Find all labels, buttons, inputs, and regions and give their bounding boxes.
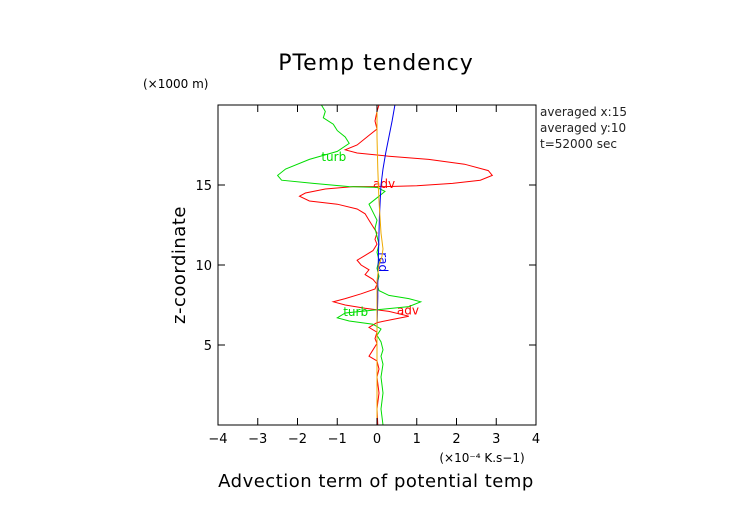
y-scale-label: (×1000 m): [143, 77, 208, 91]
adv-series-label: adv: [397, 304, 419, 318]
series-3-line: [376, 105, 384, 425]
x-tick-label: −2: [288, 432, 307, 447]
turb-series-label: turb: [343, 305, 368, 319]
adv-series-label: adv: [373, 177, 395, 191]
x-tick-label: 2: [452, 432, 460, 447]
y-axis-label: z-coordinate: [169, 206, 190, 324]
plot-frame: [217, 104, 537, 426]
x-tick-label: 3: [492, 432, 500, 447]
info-line-averaged-y: averaged y:10: [540, 121, 626, 135]
info-line-averaged-x: averaged x:15: [540, 105, 627, 119]
info-line-time: t=52000 sec: [540, 137, 617, 151]
x-scale-label: (×10⁻⁴ K.s−1): [439, 451, 524, 465]
x-tick-label: 0: [373, 432, 381, 447]
turb-series-label: turb: [321, 150, 346, 164]
y-tick-label: 15: [195, 179, 212, 194]
axis-ticks: −4 −3 −2 −1 0 1 2 3 4 5 10 15: [195, 105, 540, 447]
x-tick-label: −4: [208, 432, 227, 447]
info-box: averaged x:15 averaged y:10 t=52000 sec: [540, 105, 627, 151]
x-tick-label: −1: [328, 432, 347, 447]
turb-line: [276, 104, 423, 426]
chart-title: PTemp tendency: [278, 51, 474, 76]
x-tick-label: −3: [248, 432, 267, 447]
rad-series-label: rad: [376, 252, 390, 272]
series-layer: adv adv turb turb rad: [276, 104, 494, 426]
y-tick-label: 10: [195, 259, 212, 274]
y-tick-label: 5: [204, 339, 212, 354]
x-axis-label: Advection term of potential temp: [218, 471, 534, 492]
x-tick-label: 1: [413, 432, 421, 447]
x-tick-label: 4: [532, 432, 540, 447]
